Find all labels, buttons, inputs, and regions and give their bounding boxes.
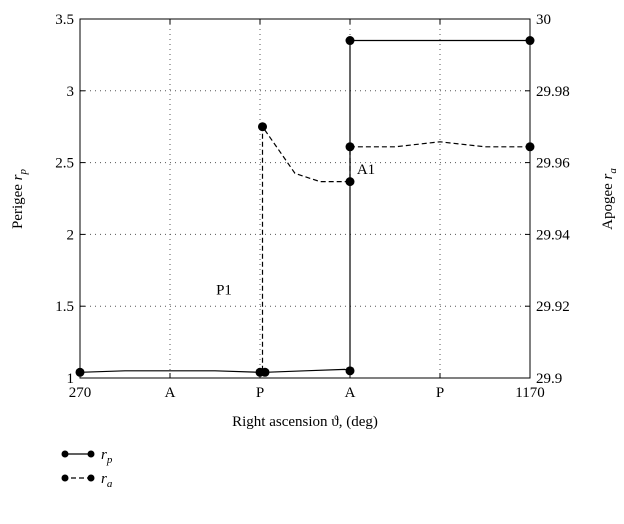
- ticks: 270 A P A P 1170 1 1.5 2 2.5 3 3.5 29.9 29.92 29.94 29.…: [55, 12, 570, 401]
- legend-marker-ra: [87, 474, 95, 482]
- marker-rp: [260, 367, 270, 377]
- marker-rp: [345, 366, 355, 376]
- marker-rp: [75, 367, 85, 377]
- x-tick-label: 1170: [515, 385, 544, 401]
- annotation-a1: A1: [357, 162, 375, 178]
- marker-rp: [345, 36, 355, 46]
- marker-ra: [345, 177, 355, 187]
- y-tick-label-left: 2: [67, 227, 75, 243]
- x-tick-label: A: [345, 385, 356, 401]
- marker-rp: [525, 36, 535, 46]
- legend-entry-rp: rp: [61, 447, 113, 466]
- plot-frame: [79, 18, 531, 379]
- series: [79, 39, 530, 373]
- y-axis-label-right: Apogee ra: [600, 168, 619, 230]
- annotations: P1 A1: [216, 162, 375, 299]
- x-axis-label: Right ascension ϑ, (deg): [232, 414, 378, 430]
- y-tick-label-left: 1: [67, 371, 75, 387]
- y-tick-label-right: 29.94: [536, 227, 570, 243]
- y-tick-label-right: 29.92: [536, 299, 570, 315]
- y-axis-label-left: Perigee rp: [10, 168, 29, 229]
- y-tick-label-left: 2.5: [55, 156, 74, 172]
- annotation-p1: P1: [216, 283, 232, 299]
- x-tick-label: A: [165, 385, 176, 401]
- legend-label-rp: rp: [101, 447, 113, 466]
- series-line-ra: [261, 126, 530, 371]
- legend: rp ra: [61, 447, 113, 490]
- legend-label-ra: ra: [101, 471, 113, 490]
- legend-marker-rp: [87, 450, 95, 458]
- y-tick-label-left: 3: [67, 84, 75, 100]
- y-tick-label-right: 29.9: [536, 371, 562, 387]
- marker-ra: [258, 122, 267, 132]
- x-tick-label: 270: [69, 385, 92, 401]
- y-tick-label-right: 30: [536, 12, 551, 28]
- y-tick-label-right: 29.98: [536, 84, 570, 100]
- legend-marker-rp: [61, 450, 69, 458]
- x-tick-label: P: [436, 385, 444, 401]
- y-tick-label-left: 1.5: [55, 299, 74, 315]
- markers: [75, 36, 535, 377]
- legend-marker-ra: [61, 474, 69, 482]
- y-tick-label-right: 29.96: [536, 156, 570, 172]
- x-tick-label: P: [256, 385, 264, 401]
- marker-ra: [345, 142, 355, 152]
- legend-entry-ra: ra: [61, 471, 113, 490]
- y-tick-label-left: 3.5: [55, 12, 74, 28]
- series-line-rp: [79, 39, 530, 373]
- marker-ra: [525, 142, 535, 152]
- grid: [80, 19, 530, 378]
